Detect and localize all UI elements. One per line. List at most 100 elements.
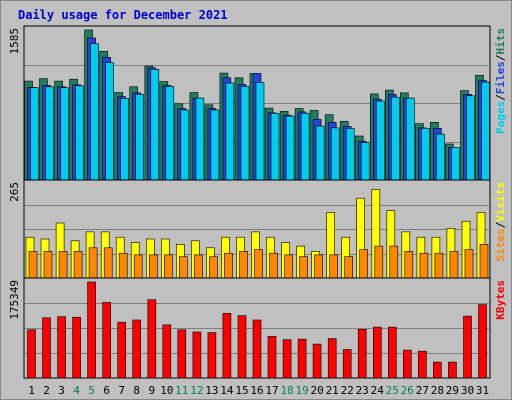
x-tick-label-day-1: 1 xyxy=(28,384,35,397)
x-tick-label-day-29: 29 xyxy=(446,384,459,397)
x-tick-label-day-19: 19 xyxy=(295,384,308,397)
x-tick-label-day-24: 24 xyxy=(371,384,385,397)
panel-kbytes: 175349 KBytes xyxy=(8,277,507,379)
bar-kbytes-day-26 xyxy=(402,349,412,379)
x-tick-label-day-23: 23 xyxy=(356,384,369,397)
bar-kbytes-day-28 xyxy=(433,361,442,379)
bar-pages-day-12 xyxy=(195,97,205,181)
bar-sites-day-19 xyxy=(299,256,308,279)
x-tick-label-day-12: 12 xyxy=(190,384,203,397)
bar-kbytes-day-10 xyxy=(162,324,172,379)
bar-kbytes-day-18 xyxy=(282,339,292,379)
ylabel-part-pages: Pages xyxy=(494,101,507,134)
bar-pages-day-24 xyxy=(375,100,385,181)
bar-sites-day-16 xyxy=(254,249,263,279)
bar-pages-day-23 xyxy=(360,142,370,181)
x-tick-label-day-27: 27 xyxy=(416,384,429,397)
bar-sites-day-8 xyxy=(133,254,143,279)
bar-kbytes-day-24 xyxy=(372,326,382,379)
bar-pages-day-27 xyxy=(421,128,430,181)
bar-kbytes-day-19 xyxy=(297,338,307,379)
bar-sites-day-17 xyxy=(269,252,278,279)
bar-kbytes-day-9 xyxy=(147,299,157,379)
x-tick-label-day-21: 21 xyxy=(326,384,339,397)
bar-sites-day-11 xyxy=(179,256,188,279)
bar-kbytes-day-4 xyxy=(72,316,81,379)
x-tick-label-day-11: 11 xyxy=(175,384,188,397)
ylabel-part-kbytes: KBytes xyxy=(494,280,507,320)
x-tick-label-day-9: 9 xyxy=(148,384,155,397)
bar-kbytes-day-6 xyxy=(102,302,111,379)
bar-pages-day-30 xyxy=(466,95,475,181)
ylabel-part-sites: Sites xyxy=(494,228,507,261)
ylabel-hits: Pages/Files/Hits xyxy=(494,28,507,134)
x-tick-label-day-17: 17 xyxy=(265,384,278,397)
bar-pages-day-17 xyxy=(270,113,280,181)
bar-sites-day-3 xyxy=(58,251,68,279)
ylabel-part-visits: Visits xyxy=(494,182,507,222)
max-label-kbytes: 175349 xyxy=(8,280,21,320)
bar-pages-day-18 xyxy=(285,115,295,181)
bar-kbytes-day-17 xyxy=(267,336,277,379)
ylabel-kbytes: KBytes xyxy=(494,280,507,320)
bar-pages-day-11 xyxy=(180,109,190,181)
bar-sites-day-27 xyxy=(419,252,429,279)
bar-sites-day-22 xyxy=(344,256,354,279)
bar-kbytes-day-30 xyxy=(463,315,472,379)
bar-sites-day-15 xyxy=(239,251,248,279)
max-label-hits: 1585 xyxy=(8,28,21,55)
x-tick-label-day-14: 14 xyxy=(220,384,234,397)
bar-sites-day-2 xyxy=(43,251,53,279)
bar-pages-day-31 xyxy=(481,81,490,181)
bar-sites-day-29 xyxy=(449,251,459,279)
bar-sites-day-18 xyxy=(284,254,293,279)
x-tick-label-day-16: 16 xyxy=(250,384,263,397)
x-tick-label-day-2: 2 xyxy=(43,384,50,397)
ylabel-part-hits: Hits xyxy=(494,28,507,55)
ylabel-visits: Sites/Visits xyxy=(494,182,507,262)
bar-pages-day-28 xyxy=(436,133,445,181)
x-tick-label-day-3: 3 xyxy=(58,384,65,397)
bar-kbytes-day-3 xyxy=(57,316,66,379)
bar-kbytes-day-29 xyxy=(448,361,457,379)
bar-kbytes-day-31 xyxy=(478,304,487,379)
bar-sites-day-31 xyxy=(479,244,489,279)
bar-pages-day-14 xyxy=(225,82,235,181)
bar-kbytes-day-22 xyxy=(342,349,352,379)
bar-kbytes-day-5 xyxy=(87,281,96,379)
bar-pages-day-26 xyxy=(405,97,415,181)
bar-sites-day-5 xyxy=(88,247,98,279)
bar-sites-day-26 xyxy=(404,251,414,279)
bar-kbytes-day-27 xyxy=(418,350,427,379)
bar-pages-day-10 xyxy=(165,86,175,181)
bar-kbytes-day-21 xyxy=(327,338,337,379)
bar-pages-day-13 xyxy=(210,109,220,181)
bar-sites-day-7 xyxy=(118,252,128,279)
bar-sites-day-14 xyxy=(224,252,233,279)
bar-kbytes-day-25 xyxy=(387,326,397,379)
ylabel-part-files: Files xyxy=(494,61,507,94)
bar-kbytes-day-13 xyxy=(207,332,217,379)
x-tick-label-day-6: 6 xyxy=(103,384,110,397)
bar-sites-day-21 xyxy=(329,254,339,279)
bar-pages-day-15 xyxy=(240,86,250,181)
bar-kbytes-day-12 xyxy=(192,331,202,379)
bar-sites-day-13 xyxy=(209,256,218,279)
bar-pages-day-3 xyxy=(60,87,69,181)
x-tick-label-day-15: 15 xyxy=(235,384,248,397)
ylabel-separator: / xyxy=(494,94,507,101)
bar-sites-day-4 xyxy=(73,251,83,279)
bar-kbytes-day-8 xyxy=(132,319,141,379)
bar-kbytes-day-23 xyxy=(357,328,367,379)
bar-pages-day-19 xyxy=(300,113,310,181)
bar-sites-day-24 xyxy=(374,245,384,279)
bar-kbytes-day-7 xyxy=(117,321,126,379)
bar-pages-day-22 xyxy=(345,128,355,181)
bar-kbytes-day-1 xyxy=(27,329,36,379)
x-tick-label-day-4: 4 xyxy=(73,384,80,397)
x-tick-label-day-22: 22 xyxy=(341,384,354,397)
x-tick-label-day-28: 28 xyxy=(431,384,444,397)
max-label-visits: 265 xyxy=(8,182,21,202)
